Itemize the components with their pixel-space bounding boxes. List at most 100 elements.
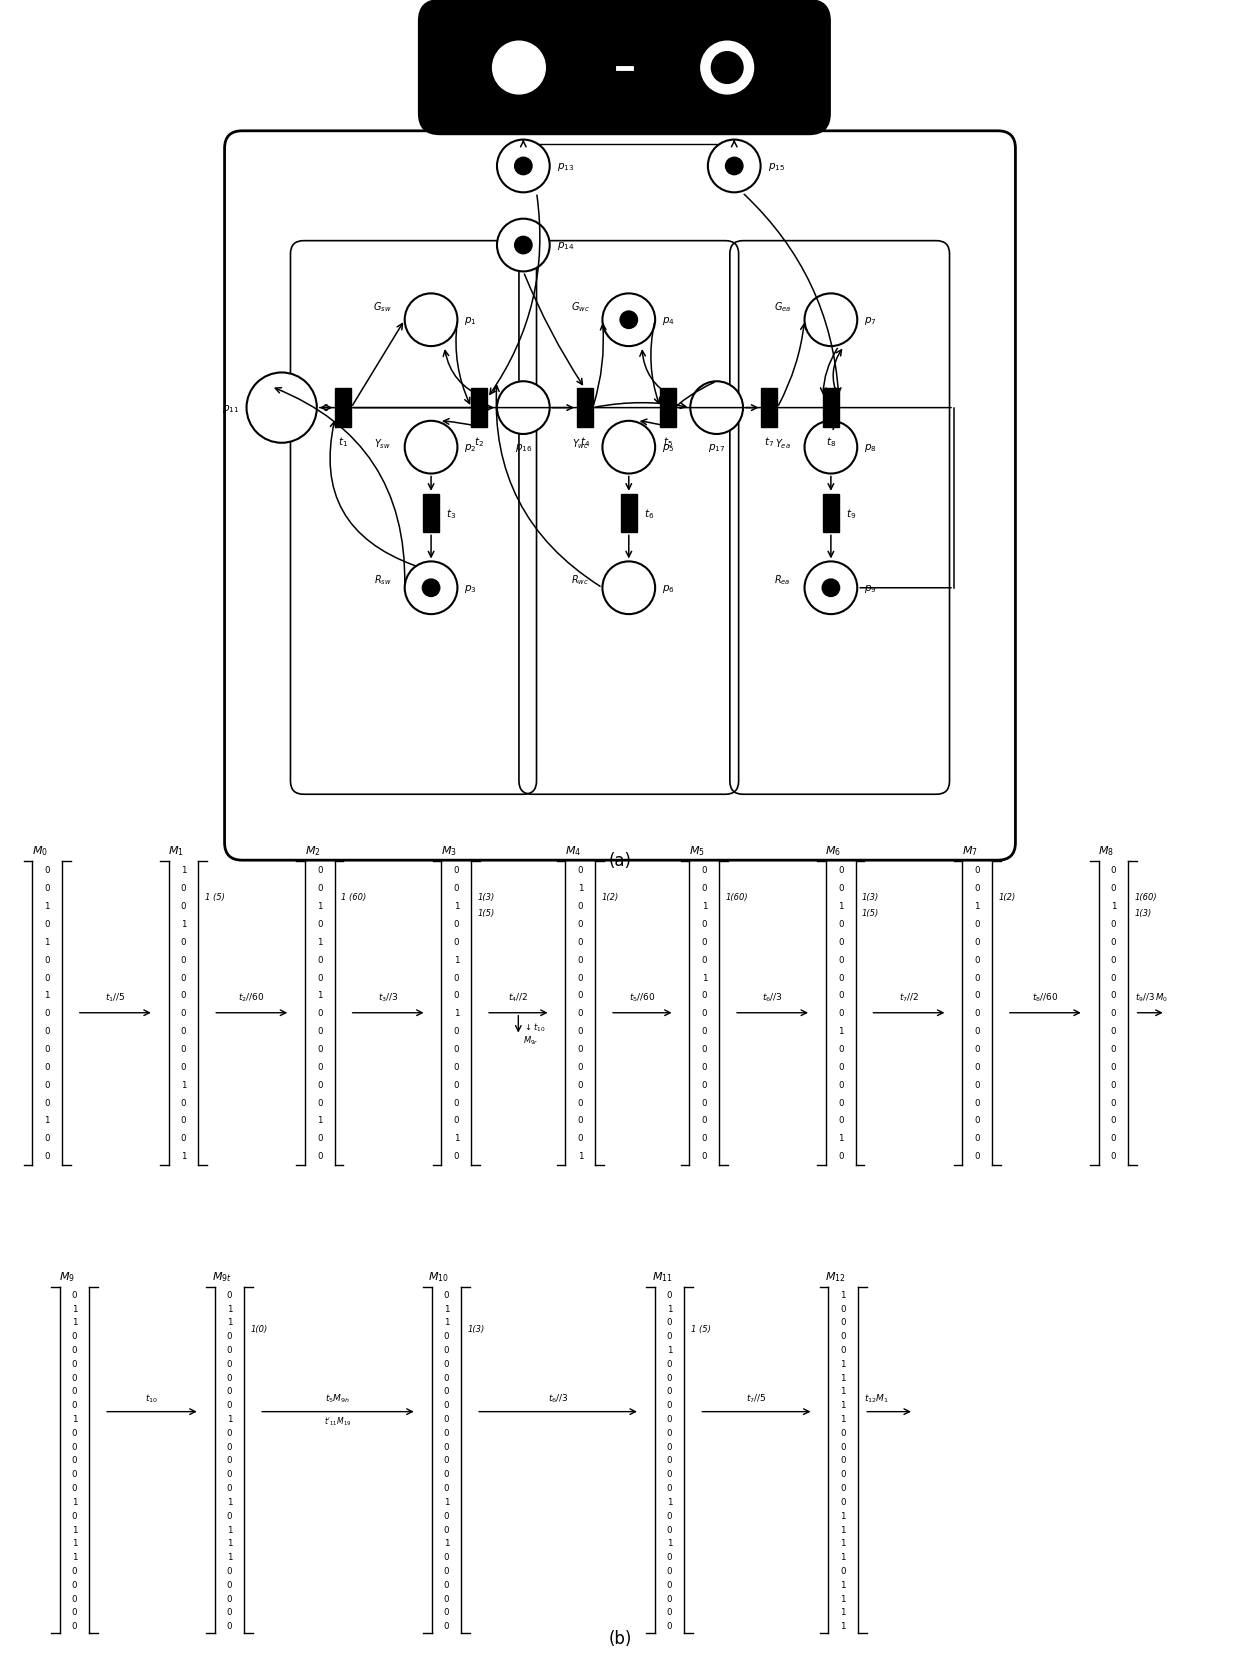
Text: 0: 0 xyxy=(317,954,322,964)
Text: $p_{14}$: $p_{14}$ xyxy=(557,240,574,252)
Text: 0: 0 xyxy=(667,1428,672,1437)
Text: 1(3): 1(3) xyxy=(862,893,879,901)
Text: 0: 0 xyxy=(317,1044,322,1054)
Text: $t_9//3\,M_0$: $t_9//3\,M_0$ xyxy=(1135,991,1168,1004)
Text: 0: 0 xyxy=(841,1455,846,1465)
Text: 0: 0 xyxy=(1111,1026,1116,1036)
Text: 1: 1 xyxy=(454,901,459,910)
Text: 0: 0 xyxy=(227,1607,232,1617)
Text: 0: 0 xyxy=(72,1372,77,1382)
Text: $Y_{ea}$: $Y_{ea}$ xyxy=(775,436,790,451)
Text: 1: 1 xyxy=(578,1152,583,1160)
Text: 1: 1 xyxy=(72,1524,77,1534)
Text: 0: 0 xyxy=(72,1331,77,1341)
Bar xyxy=(823,389,838,428)
Text: 0: 0 xyxy=(975,1099,980,1107)
Text: 0: 0 xyxy=(841,1483,846,1493)
Text: 0: 0 xyxy=(454,1026,459,1036)
Text: 1: 1 xyxy=(45,1115,50,1125)
Text: 0: 0 xyxy=(578,865,583,875)
Text: 1: 1 xyxy=(317,901,322,910)
Text: 1: 1 xyxy=(1111,901,1116,910)
Text: 0: 0 xyxy=(838,920,843,928)
Text: 0: 0 xyxy=(45,883,50,893)
Text: 0: 0 xyxy=(227,1387,232,1395)
Text: 1: 1 xyxy=(227,1538,232,1548)
Text: 0: 0 xyxy=(838,1080,843,1089)
Text: 0: 0 xyxy=(454,973,459,983)
FancyBboxPatch shape xyxy=(418,0,831,136)
Text: 1: 1 xyxy=(841,1291,846,1299)
Bar xyxy=(661,389,676,428)
Bar xyxy=(621,494,636,534)
Text: 1: 1 xyxy=(841,1538,846,1548)
Text: $t_4//2$: $t_4//2$ xyxy=(508,991,528,1004)
Text: $p_{8}$: $p_{8}$ xyxy=(864,442,877,454)
Text: 1(5): 1(5) xyxy=(477,908,495,918)
Text: 1: 1 xyxy=(841,1524,846,1534)
Text: $t_{6}$: $t_{6}$ xyxy=(644,507,653,520)
Text: 0: 0 xyxy=(975,973,980,983)
Text: 0: 0 xyxy=(667,1524,672,1534)
Text: 0: 0 xyxy=(227,1400,232,1410)
Text: 1: 1 xyxy=(227,1553,232,1561)
Text: 1: 1 xyxy=(454,954,459,964)
Text: 0: 0 xyxy=(45,1099,50,1107)
Text: 0: 0 xyxy=(45,973,50,983)
Text: 0: 0 xyxy=(578,1026,583,1036)
Text: 0: 0 xyxy=(444,1566,449,1576)
Circle shape xyxy=(603,295,655,346)
Text: 0: 0 xyxy=(444,1291,449,1299)
Text: 1: 1 xyxy=(72,1496,77,1506)
Text: 0: 0 xyxy=(444,1470,449,1478)
Text: 0: 0 xyxy=(444,1413,449,1423)
Text: 0: 0 xyxy=(578,1044,583,1054)
Text: 0: 0 xyxy=(1111,865,1116,875)
Text: 0: 0 xyxy=(578,1115,583,1125)
Text: 0: 0 xyxy=(444,1553,449,1561)
Circle shape xyxy=(515,237,532,255)
Text: 0: 0 xyxy=(1111,973,1116,983)
Text: 0: 0 xyxy=(702,1099,707,1107)
Text: 0: 0 xyxy=(975,954,980,964)
Text: $M_{{11}}$: $M_{{11}}$ xyxy=(652,1269,672,1284)
Text: $M_{0}$: $M_{0}$ xyxy=(32,843,47,857)
Text: 0: 0 xyxy=(317,1080,322,1089)
Text: 1(2): 1(2) xyxy=(601,893,619,901)
Text: 0: 0 xyxy=(181,954,186,964)
Text: 0: 0 xyxy=(578,938,583,946)
Text: 0: 0 xyxy=(454,991,459,999)
Text: 0: 0 xyxy=(667,1511,672,1519)
Text: 0: 0 xyxy=(702,954,707,964)
Text: $p_{9}$: $p_{9}$ xyxy=(864,582,877,595)
Text: 0: 0 xyxy=(702,938,707,946)
Circle shape xyxy=(404,562,458,615)
Text: 0: 0 xyxy=(444,1331,449,1341)
Text: 1(60): 1(60) xyxy=(1135,893,1157,901)
Text: 0: 0 xyxy=(227,1511,232,1519)
Text: $p_{17}$: $p_{17}$ xyxy=(708,442,725,454)
Text: 1: 1 xyxy=(181,920,186,928)
Text: 0: 0 xyxy=(975,1026,980,1036)
Text: 0: 0 xyxy=(1111,1152,1116,1160)
Bar xyxy=(335,389,351,428)
Bar xyxy=(577,389,593,428)
Text: 0: 0 xyxy=(841,1428,846,1437)
Circle shape xyxy=(497,219,549,272)
Text: 1: 1 xyxy=(181,1080,186,1089)
Text: 0: 0 xyxy=(181,1026,186,1036)
Text: 0: 0 xyxy=(444,1594,449,1602)
Text: 0: 0 xyxy=(444,1442,449,1452)
Text: 1: 1 xyxy=(841,1400,846,1410)
Text: $M_{{12}}$: $M_{{12}}$ xyxy=(826,1269,846,1284)
Text: 0: 0 xyxy=(975,1133,980,1143)
Text: 1: 1 xyxy=(838,1133,843,1143)
Text: $M_{2}$: $M_{2}$ xyxy=(305,843,320,857)
Text: 0: 0 xyxy=(454,938,459,946)
Text: $p_{13}$: $p_{13}$ xyxy=(557,161,574,172)
Text: 0: 0 xyxy=(702,1009,707,1017)
Text: 0: 0 xyxy=(838,954,843,964)
Text: 0: 0 xyxy=(667,1594,672,1602)
Text: $M_{1}$: $M_{1}$ xyxy=(169,843,184,857)
Text: 0: 0 xyxy=(667,1553,672,1561)
